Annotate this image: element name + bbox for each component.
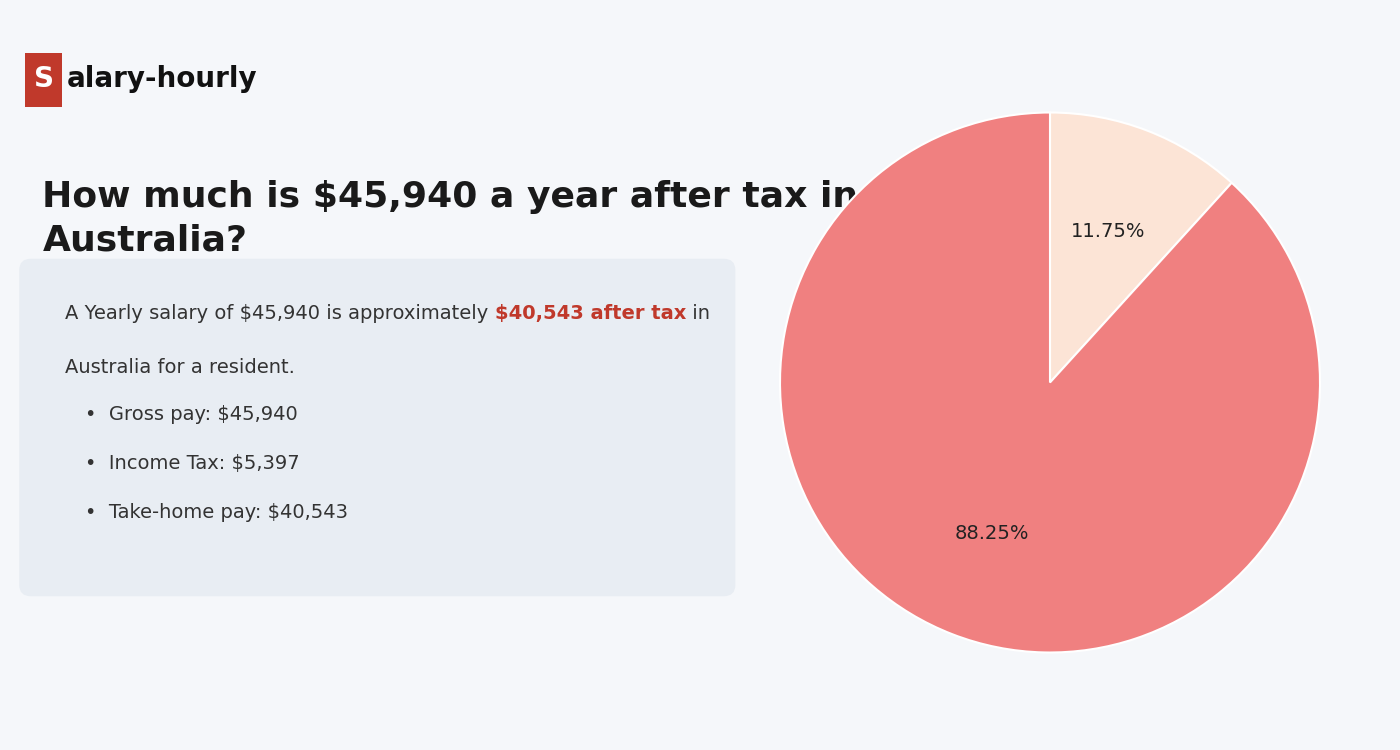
Legend: Income Tax, Take-home Pay: Income Tax, Take-home Pay bbox=[804, 0, 1189, 4]
Text: in: in bbox=[686, 304, 710, 322]
Text: S: S bbox=[34, 64, 53, 93]
Wedge shape bbox=[1050, 112, 1232, 382]
Text: •  Income Tax: $5,397: • Income Tax: $5,397 bbox=[85, 454, 300, 472]
Text: Australia for a resident.: Australia for a resident. bbox=[66, 358, 295, 376]
Text: 88.25%: 88.25% bbox=[955, 524, 1029, 543]
Text: alary-hourly: alary-hourly bbox=[67, 64, 258, 93]
Text: How much is $45,940 a year after tax in
Australia?: How much is $45,940 a year after tax in … bbox=[42, 180, 858, 257]
Text: A Yearly salary of $45,940 is approximately: A Yearly salary of $45,940 is approximat… bbox=[66, 304, 496, 322]
Text: •  Take-home pay: $40,543: • Take-home pay: $40,543 bbox=[85, 503, 347, 521]
Text: 11.75%: 11.75% bbox=[1071, 222, 1145, 241]
Text: $40,543 after tax: $40,543 after tax bbox=[496, 304, 686, 322]
FancyBboxPatch shape bbox=[25, 53, 63, 107]
FancyBboxPatch shape bbox=[20, 259, 735, 596]
Wedge shape bbox=[780, 112, 1320, 652]
Text: •  Gross pay: $45,940: • Gross pay: $45,940 bbox=[85, 405, 297, 424]
